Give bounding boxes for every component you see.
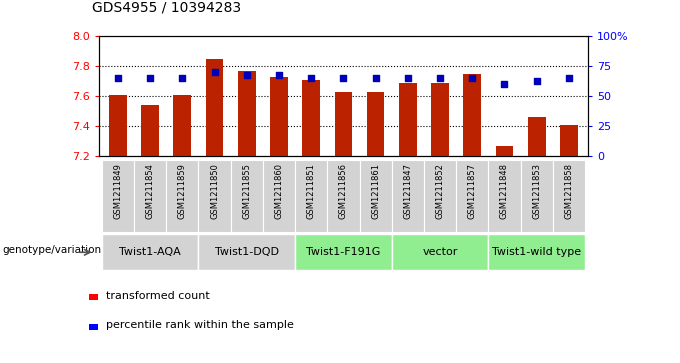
Text: percentile rank within the sample: percentile rank within the sample [105, 320, 294, 330]
Text: Twist1-F191G: Twist1-F191G [306, 247, 381, 257]
Point [338, 76, 349, 81]
Bar [109, 95, 126, 156]
Bar [303, 80, 320, 156]
Text: GSM1211855: GSM1211855 [242, 163, 252, 219]
Bar [205, 59, 224, 156]
Text: GSM1211857: GSM1211857 [468, 163, 477, 219]
Point [466, 76, 477, 81]
Bar [102, 160, 134, 232]
Bar [199, 160, 231, 232]
Bar [335, 92, 352, 156]
Text: GDS4955 / 10394283: GDS4955 / 10394283 [92, 0, 241, 15]
Text: GSM1211851: GSM1211851 [307, 163, 316, 219]
Point [177, 76, 188, 81]
Point [499, 81, 510, 87]
Point [564, 76, 575, 81]
Bar [463, 74, 481, 156]
Bar [528, 117, 545, 156]
Bar [238, 71, 256, 156]
Bar [263, 160, 295, 232]
Text: GSM1211859: GSM1211859 [178, 163, 187, 219]
Bar [102, 234, 199, 270]
Bar [295, 160, 327, 232]
Text: GSM1211847: GSM1211847 [403, 163, 412, 219]
Text: Twist1-wild type: Twist1-wild type [492, 247, 581, 257]
Text: genotype/variation: genotype/variation [2, 245, 101, 256]
Bar [431, 83, 449, 156]
Bar [367, 92, 384, 156]
Point [403, 76, 413, 81]
Bar [134, 160, 166, 232]
Bar [231, 160, 263, 232]
Text: transformed count: transformed count [105, 291, 209, 301]
Bar [88, 324, 98, 330]
Point [370, 76, 381, 81]
Text: GSM1211854: GSM1211854 [146, 163, 154, 219]
Text: GSM1211848: GSM1211848 [500, 163, 509, 219]
Text: Twist1-DQD: Twist1-DQD [215, 247, 279, 257]
Point [112, 76, 123, 81]
Bar [560, 125, 578, 156]
Text: GSM1211853: GSM1211853 [532, 163, 541, 219]
Bar [270, 77, 288, 156]
Point [531, 78, 542, 83]
Text: GSM1211860: GSM1211860 [275, 163, 284, 219]
Text: GSM1211852: GSM1211852 [435, 163, 445, 219]
Bar [399, 83, 417, 156]
Text: GSM1211858: GSM1211858 [564, 163, 573, 219]
Bar [295, 234, 392, 270]
Bar [553, 160, 585, 232]
Point [145, 76, 156, 81]
Bar [424, 160, 456, 232]
Bar [166, 160, 199, 232]
Bar [199, 234, 295, 270]
Text: GSM1211861: GSM1211861 [371, 163, 380, 219]
Bar [88, 294, 98, 300]
Bar [521, 160, 553, 232]
Bar [360, 160, 392, 232]
Text: GSM1211850: GSM1211850 [210, 163, 219, 219]
Bar [456, 160, 488, 232]
Bar [173, 95, 191, 156]
Text: GSM1211856: GSM1211856 [339, 163, 348, 219]
Bar [327, 160, 360, 232]
Bar [488, 160, 521, 232]
Bar [392, 234, 488, 270]
Text: Twist1-AQA: Twist1-AQA [119, 247, 181, 257]
Text: vector: vector [422, 247, 458, 257]
Bar [496, 146, 513, 156]
Point [435, 76, 445, 81]
Bar [141, 105, 159, 156]
Bar [488, 234, 585, 270]
Point [273, 72, 284, 78]
Bar [392, 160, 424, 232]
Text: GSM1211849: GSM1211849 [114, 163, 122, 219]
Point [241, 72, 252, 78]
Point [306, 76, 317, 81]
Point [209, 69, 220, 75]
